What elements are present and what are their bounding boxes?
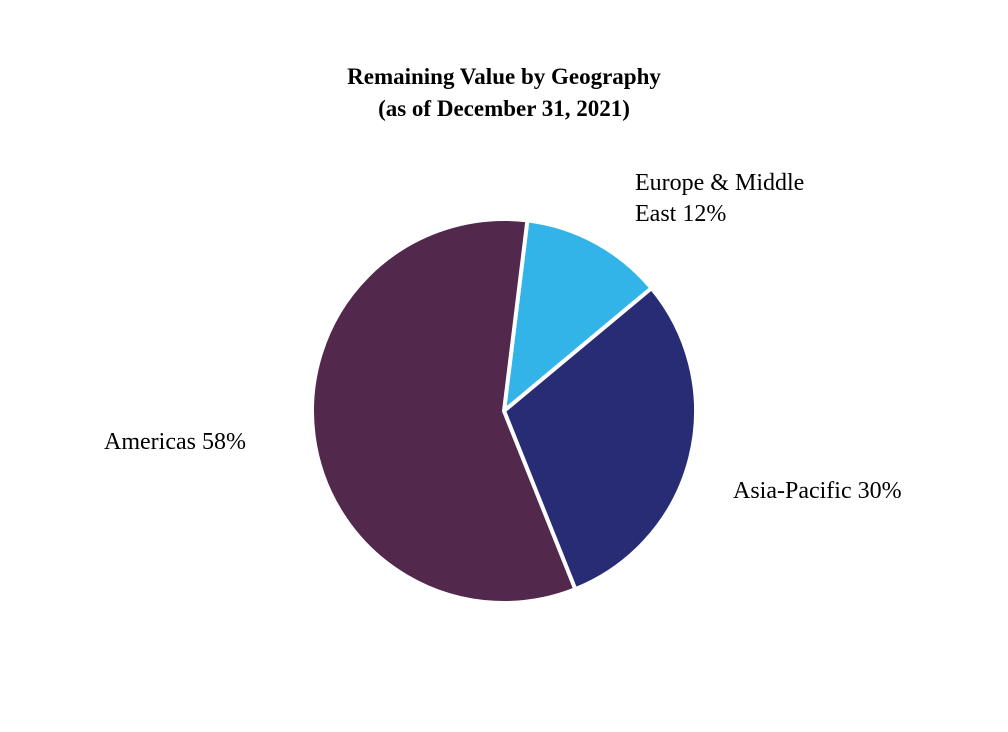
slice-label-europe-middle-east: Europe & Middle East 12% — [635, 170, 804, 227]
slice-label-line: East 12% — [635, 201, 726, 227]
slice-label-americas: Americas 58% — [104, 429, 246, 455]
slice-label-line: Asia-Pacific 30% — [733, 478, 902, 504]
pie-slice-europe-middle-east — [502, 218, 654, 413]
chart-subtitle: (as of December 31, 2021) — [378, 96, 630, 121]
slice-label-line: Europe & Middle — [635, 170, 804, 196]
slice-label-line: Americas 58% — [104, 429, 246, 455]
pie-slice-asia-pacific — [502, 286, 698, 592]
chart-title: Remaining Value by Geography — [347, 64, 661, 89]
slice-label-asia-pacific: Asia-Pacific 30% — [733, 478, 902, 504]
pie-slices — [310, 217, 698, 605]
slice-labels: Europe & Middle East 12% Asia-Pacific 30% A… — [104, 170, 902, 504]
pie-slice-americas — [310, 217, 578, 605]
